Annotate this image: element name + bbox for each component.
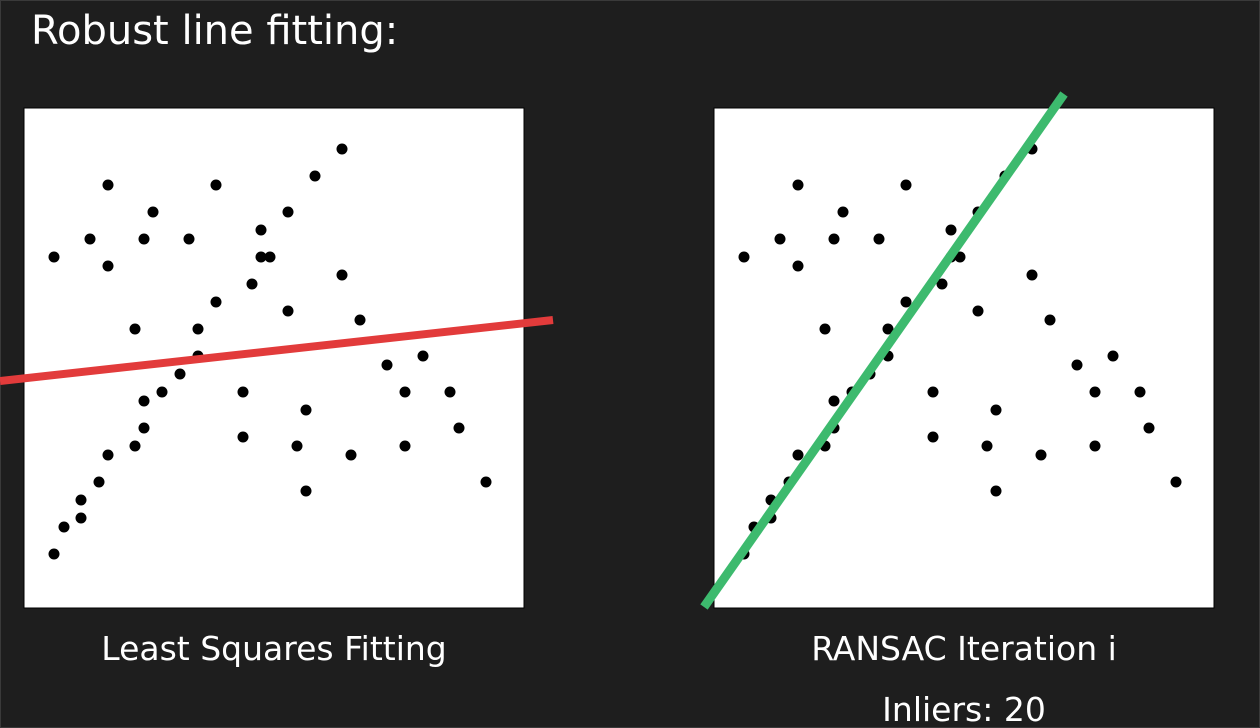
data-point <box>237 386 249 398</box>
data-point <box>48 251 60 263</box>
data-point <box>954 251 966 263</box>
data-point <box>900 179 912 191</box>
data-point <box>399 386 411 398</box>
data-point <box>417 350 429 362</box>
data-point <box>345 449 357 461</box>
data-point <box>792 260 804 272</box>
data-point <box>282 206 294 218</box>
data-point <box>156 386 168 398</box>
ransac-points <box>738 143 1182 560</box>
data-point <box>828 233 840 245</box>
data-point <box>828 395 840 407</box>
data-point <box>900 296 912 308</box>
least-squares-plot <box>0 107 554 609</box>
data-point <box>882 323 894 335</box>
data-point <box>453 422 465 434</box>
data-point <box>147 206 159 218</box>
ransac-plot <box>700 91 1215 610</box>
least-squares-fit-line <box>0 316 554 385</box>
data-point <box>945 224 957 236</box>
data-point <box>480 476 492 488</box>
data-point <box>873 233 885 245</box>
least-squares-caption: Least Squares Fitting <box>101 629 447 668</box>
data-point <box>1026 269 1038 281</box>
data-point <box>819 323 831 335</box>
data-point <box>1089 386 1101 398</box>
data-point <box>1089 440 1101 452</box>
data-point <box>264 251 276 263</box>
data-point <box>75 512 87 524</box>
data-point <box>336 269 348 281</box>
data-point <box>927 386 939 398</box>
data-point <box>444 386 456 398</box>
data-point <box>84 233 96 245</box>
slide-title: Robust line fitting: <box>31 8 399 54</box>
data-point <box>1071 359 1083 371</box>
ransac-fit-line <box>700 91 1068 610</box>
data-point <box>972 305 984 317</box>
data-point <box>300 485 312 497</box>
data-point <box>990 404 1002 416</box>
data-point <box>255 251 267 263</box>
data-point <box>192 323 204 335</box>
data-point <box>990 485 1002 497</box>
ransac-inliers-count: Inliers: 20 <box>882 690 1046 728</box>
data-point <box>774 233 786 245</box>
data-point <box>936 278 948 290</box>
data-point <box>93 476 105 488</box>
data-point <box>48 548 60 560</box>
data-point <box>138 395 150 407</box>
data-point <box>246 278 258 290</box>
data-point <box>981 440 993 452</box>
data-point <box>183 233 195 245</box>
data-point <box>300 404 312 416</box>
data-point <box>75 494 87 506</box>
data-point <box>1143 422 1155 434</box>
data-point <box>129 440 141 452</box>
data-point <box>255 224 267 236</box>
data-point <box>210 179 222 191</box>
data-point <box>174 368 186 380</box>
data-point <box>138 422 150 434</box>
data-point <box>1044 314 1056 326</box>
least-squares-panel <box>23 107 525 609</box>
data-point <box>210 296 222 308</box>
data-point <box>336 143 348 155</box>
data-point <box>837 206 849 218</box>
data-point <box>1170 476 1182 488</box>
data-point <box>237 431 249 443</box>
ransac-panel <box>713 107 1215 609</box>
data-point <box>381 359 393 371</box>
data-point <box>291 440 303 452</box>
data-point <box>738 251 750 263</box>
data-point <box>309 170 321 182</box>
data-point <box>102 260 114 272</box>
data-point <box>354 314 366 326</box>
data-point <box>138 233 150 245</box>
data-point <box>792 449 804 461</box>
data-point <box>58 521 70 533</box>
data-point <box>282 305 294 317</box>
data-point <box>792 179 804 191</box>
data-point <box>129 323 141 335</box>
data-point <box>399 440 411 452</box>
data-point <box>1107 350 1119 362</box>
data-point <box>1035 449 1047 461</box>
data-point <box>102 449 114 461</box>
ransac-caption: RANSAC Iteration i <box>811 629 1117 668</box>
data-point <box>102 179 114 191</box>
data-point <box>927 431 939 443</box>
data-point <box>1134 386 1146 398</box>
